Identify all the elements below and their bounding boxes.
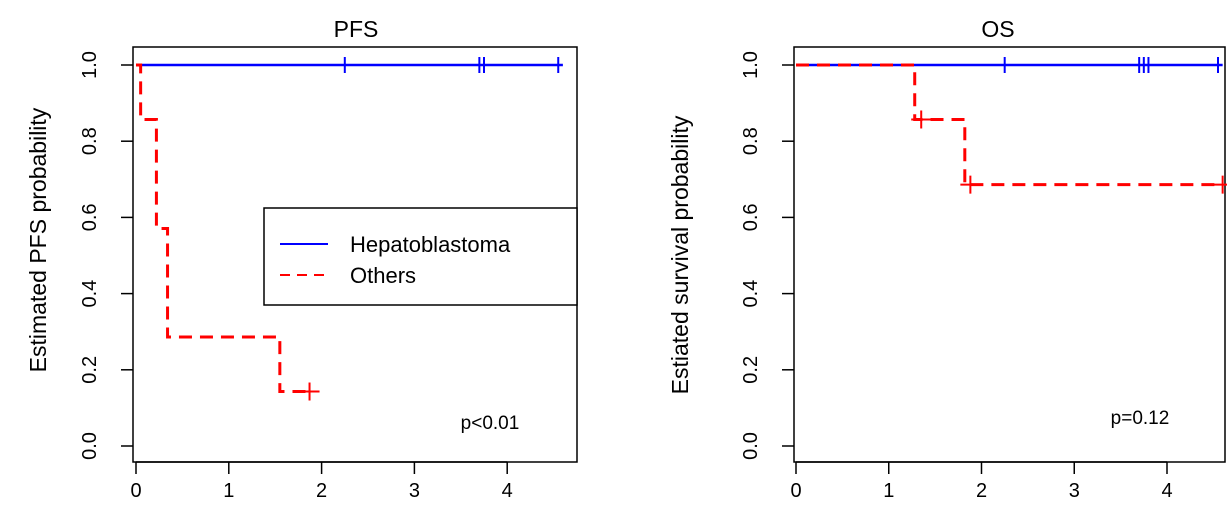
pfs-x-tick-label: 3 (409, 480, 420, 502)
pfs-x-tick-label: 1 (223, 480, 234, 502)
os-x-tick-label: 4 (1161, 480, 1172, 502)
os-title: OS (981, 16, 1014, 42)
legend-label-others: Others (350, 263, 416, 288)
pfs-x-tick-label: 4 (502, 480, 513, 502)
os-x-tick-label: 0 (790, 480, 801, 502)
pfs-y-tick-label: 0.2 (79, 356, 101, 384)
pfs-curve-others (136, 63, 310, 394)
os-x-ticks: 0 1 2 3 4 (790, 461, 1173, 502)
pfs-panel: PFS Estimated PFS probability 0.00.20.40… (25, 16, 578, 502)
pfs-curves (136, 63, 563, 394)
pfs-y-tick-label: 1.0 (79, 51, 101, 79)
os-x-tick-label: 3 (1069, 480, 1080, 502)
os-x-tick-label: 1 (883, 480, 894, 502)
pfs-y-tick-label: 0.0 (79, 432, 101, 460)
os-y-tick-label: 0.0 (740, 432, 762, 460)
os-x-tick-label: 2 (976, 480, 987, 502)
os-y-ticks: 0.0 0.2 0.4 0.6 0.8 1.0 (740, 51, 794, 460)
os-censor-marks (911, 57, 1227, 194)
os-curves (796, 63, 1223, 187)
pfs-x-tick-label: 0 (130, 480, 141, 502)
pfs-x-ticks: 0 1 2 3 4 (130, 461, 513, 502)
legend-box (263, 207, 578, 306)
os-p-value: p=0.12 (1111, 408, 1170, 429)
pfs-y-tick-label: 0.4 (79, 280, 101, 308)
pfs-title: PFS (334, 16, 379, 42)
pfs-p-value: p<0.01 (461, 413, 520, 434)
os-y-axis-label: Estiated survival probability (667, 115, 693, 394)
pfs-legend: Hepatoblastoma Others (263, 207, 578, 306)
os-plot-frame (793, 46, 1226, 463)
pfs-censor-marks (299, 57, 560, 401)
pfs-y-ticks: 0.0 0.2 0.4 0.6 0.8 1.0 (79, 51, 133, 460)
os-curve-others (796, 63, 1223, 187)
os-y-tick-label: 0.6 (740, 203, 762, 231)
pfs-y-tick-label: 0.6 (79, 203, 101, 231)
os-panel: OS Estiated survival probability 0.00.20… (667, 16, 1227, 502)
pfs-y-axis-label: Estimated PFS probability (25, 107, 51, 372)
pfs-y-tick-label: 0.8 (79, 127, 101, 155)
os-y-tick-label: 0.8 (740, 127, 762, 155)
os-y-tick-label: 0.4 (740, 280, 762, 308)
pfs-x-tick-label: 2 (316, 480, 327, 502)
legend-label-hepatoblastoma: Hepatoblastoma (350, 232, 511, 257)
os-y-tick-label: 1.0 (740, 51, 762, 79)
os-y-tick-label: 0.2 (740, 356, 762, 384)
